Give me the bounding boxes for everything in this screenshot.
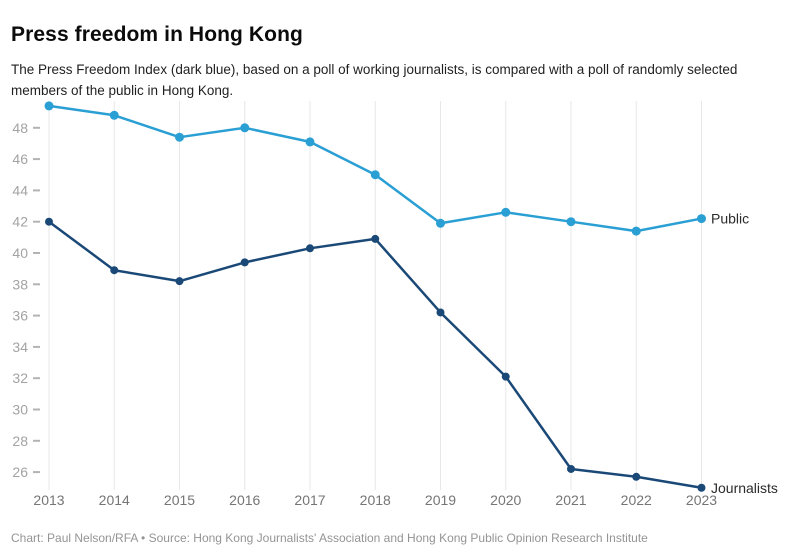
x-tick-label-2013: 2013: [33, 492, 64, 508]
public-point-2023: [697, 214, 706, 224]
public-point-2016: [240, 123, 250, 133]
journalists-point-2021: [567, 464, 575, 473]
public-point-2014: [109, 110, 119, 120]
x-tick-label-2015: 2015: [164, 492, 195, 508]
journalists-point-2014: [110, 266, 119, 275]
public-point-2013: [44, 101, 54, 111]
y-tick-label: 30: [12, 402, 28, 418]
x-tick-label-2023: 2023: [686, 492, 717, 508]
public-point-2015: [175, 132, 184, 142]
y-tick-label: 34: [12, 339, 28, 355]
y-tick-label: 36: [12, 308, 28, 324]
page-title: Press freedom in Hong Kong: [11, 23, 303, 47]
journalists-point-2019: [436, 308, 445, 317]
journalists-point-2023: [697, 483, 706, 492]
x-tick-label-2019: 2019: [425, 492, 456, 508]
journalists-point-2016: [240, 258, 249, 267]
y-tick-label: 26: [12, 464, 28, 480]
x-tick-label-2014: 2014: [99, 492, 130, 508]
y-tick-label: 38: [12, 276, 28, 292]
y-tick-label: 28: [12, 433, 28, 449]
x-tick-label-2018: 2018: [360, 492, 391, 508]
journalists-point-2017: [306, 244, 314, 253]
journalists-point-2013: [45, 217, 53, 226]
x-tick-label-2016: 2016: [229, 492, 260, 508]
y-tick-label: 32: [12, 370, 28, 386]
journalists-point-2018: [371, 234, 380, 243]
y-tick-label: 48: [12, 120, 28, 136]
journalists-point-2020: [501, 372, 510, 381]
public-point-2018: [370, 170, 380, 180]
x-tick-label-2021: 2021: [555, 492, 586, 508]
public-point-2017: [305, 137, 315, 147]
y-tick-label: 44: [12, 182, 28, 198]
public-point-2020: [501, 207, 511, 217]
journalists-point-2022: [632, 472, 641, 481]
chart-svg: 48 46 44 42 40 38 36 34 32 30 28 26 2013 2014 2015 2016…: [12, 101, 778, 508]
public-point-2022: [631, 226, 641, 236]
journalists-point-2015: [175, 277, 184, 286]
journalists-series-label: Journalists: [711, 480, 778, 496]
y-tick-label: 42: [12, 214, 28, 230]
public-point-2021: [566, 217, 576, 227]
x-tick-label-2017: 2017: [294, 492, 325, 508]
attribution-text: Chart: Paul Nelson/RFA • Source: Hong Ko…: [11, 531, 648, 545]
x-tick-label-2022: 2022: [621, 492, 652, 508]
chart-subtitle: The Press Freedom Index (dark blue), bas…: [11, 61, 738, 98]
x-tick-label-2020: 2020: [490, 492, 521, 508]
public-point-2019: [436, 218, 445, 228]
y-tick-label: 46: [12, 151, 28, 167]
public-series-label: Public: [711, 211, 749, 227]
y-tick-label: 40: [12, 245, 28, 261]
